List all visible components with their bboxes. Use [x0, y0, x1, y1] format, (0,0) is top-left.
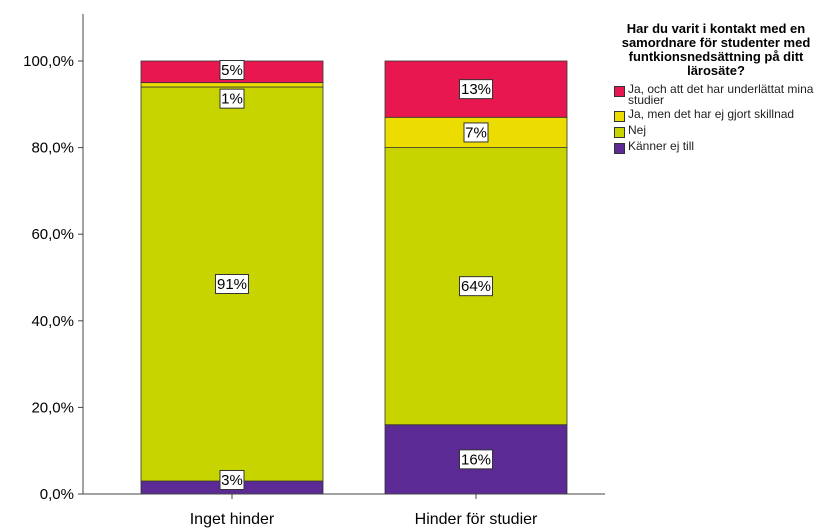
data-label-box — [219, 470, 245, 491]
legend-label: Nej — [628, 123, 647, 137]
data-label: 13% — [459, 79, 493, 100]
y-tick-label: 80,0% — [31, 140, 74, 157]
data-label-box — [219, 60, 245, 80]
data-label-text: 91% — [217, 276, 247, 293]
legend-swatch — [614, 86, 625, 97]
data-label-box — [459, 449, 493, 470]
data-label-text: 5% — [221, 62, 243, 79]
data-label-box — [459, 276, 493, 297]
data-label-text: 1% — [221, 91, 243, 108]
legend-item: Ja, men det har ej gjort skillnad — [614, 107, 818, 122]
legend-title: Har du varit i kontakt med en samordnare… — [621, 21, 811, 78]
data-label-box — [219, 88, 245, 109]
legend-label: Känner ej till — [628, 139, 695, 153]
data-label: 16% — [459, 449, 493, 470]
data-label: 5% — [219, 60, 245, 80]
data-label-text: 7% — [465, 124, 487, 141]
y-tick-label: 20,0% — [31, 399, 74, 416]
legend-label: Ja, men det har ej gjort skillnad — [628, 107, 795, 121]
legend-label: Ja, och att det har underlättat mina stu… — [628, 82, 814, 107]
y-tick-label: 0,0% — [40, 486, 74, 503]
data-label-box — [459, 79, 493, 100]
legend-swatch — [614, 127, 625, 138]
y-tick-label: 40,0% — [31, 313, 74, 330]
legend-item: Ja, och att det har underlättat mina stu… — [614, 82, 818, 107]
bars — [140, 60, 568, 495]
data-label: 1% — [219, 88, 245, 109]
data-label-text: 16% — [461, 451, 491, 468]
data-label-text: 3% — [221, 472, 243, 489]
data-label: 7% — [463, 122, 489, 143]
bar-segment — [140, 82, 324, 88]
legend-swatch — [614, 143, 625, 154]
legend-item: Nej — [614, 123, 818, 138]
y-tick-label: 100,0% — [23, 53, 74, 70]
legend-items: Ja, och att det har underlättat mina stu… — [614, 82, 818, 154]
y-tick-label: 60,0% — [31, 226, 74, 243]
data-label-box — [215, 273, 249, 294]
data-label-text: 64% — [461, 278, 491, 295]
x-axis: Inget hinder Hinder för studier — [83, 493, 605, 528]
data-label: 64% — [459, 276, 493, 297]
x-tick-label: Inget hinder — [190, 511, 275, 528]
x-tick-label: Hinder för studier — [415, 511, 538, 528]
legend-item: Känner ej till — [614, 139, 818, 154]
y-axis: 0,0% 20,0% 40,0% 60,0% 80,0% 100,0% — [23, 14, 84, 503]
data-label: 91% — [215, 273, 249, 294]
data-labels: 3% 91% 1% 5% 16% 64% 7% 13% — [215, 60, 493, 491]
data-label-box — [463, 122, 489, 143]
data-label: 3% — [219, 470, 245, 491]
legend-swatch — [614, 111, 625, 122]
data-label-text: 13% — [461, 81, 491, 98]
legend: Har du varit i kontakt med en samordnare… — [614, 22, 818, 157]
